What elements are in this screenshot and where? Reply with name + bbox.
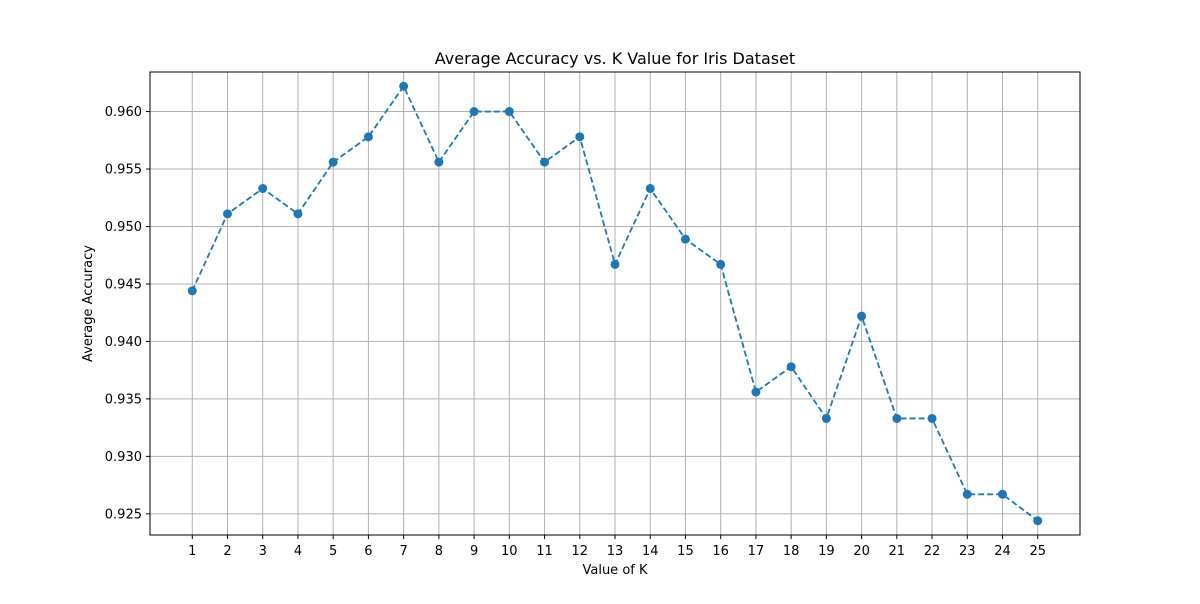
- x-tick-label: 5: [329, 544, 337, 559]
- data-point: [504, 107, 514, 117]
- data-point: [645, 184, 655, 194]
- x-tick-label: 19: [818, 544, 835, 559]
- data-point: [469, 107, 479, 117]
- x-tick-label: 11: [536, 544, 553, 559]
- y-tick-label: 0.950: [105, 220, 142, 235]
- data-point: [223, 209, 232, 219]
- x-tick-label: 18: [783, 544, 800, 559]
- x-tick-label: 17: [748, 544, 765, 559]
- x-tick-label: 25: [1029, 544, 1046, 559]
- data-point: [821, 413, 831, 423]
- y-axis-ticks: 0.925 0.930 0.935 0.940 0.945 0.950 0.955 0.960: [105, 105, 150, 522]
- y-tick-label: 0.960: [105, 105, 142, 120]
- x-tick-label: 21: [889, 544, 906, 559]
- x-tick-label: 6: [364, 544, 372, 559]
- y-tick-label: 0.940: [105, 335, 142, 350]
- x-tick-label: 1: [188, 544, 196, 559]
- plot-area-frame: [149, 71, 1081, 536]
- data-point: [575, 132, 585, 142]
- x-tick-label: 4: [294, 544, 302, 559]
- data-point: [540, 157, 550, 167]
- data-point: [434, 157, 444, 167]
- series-accuracy: [187, 81, 1043, 526]
- x-axis-ticks: 1 2 3 4 5 6 7 8 9 10 11 12 13 14 15 16 17 18 19 20 21 22 23 24 2…: [188, 535, 1046, 559]
- y-tick-label: 0.945: [105, 277, 142, 292]
- x-tick-label: 3: [259, 544, 267, 559]
- y-tick-label: 0.955: [105, 163, 142, 178]
- x-tick-label: 15: [677, 544, 694, 559]
- x-tick-label: 8: [435, 544, 443, 559]
- y-tick-label: 0.930: [105, 450, 142, 465]
- x-tick-label: 20: [853, 544, 870, 559]
- data-point: [399, 81, 409, 91]
- data-point: [363, 132, 373, 142]
- data-point: [187, 286, 197, 296]
- data-point: [962, 489, 972, 499]
- data-point: [786, 362, 796, 372]
- chart-title: Average Accuracy vs. K Value for Iris Da…: [435, 49, 795, 68]
- x-tick-label: 2: [223, 544, 231, 559]
- x-tick-label: 16: [712, 544, 729, 559]
- data-point: [857, 311, 867, 321]
- x-tick-label: 23: [959, 544, 976, 559]
- x-axis-label: Value of K: [582, 563, 647, 578]
- x-tick-label: 24: [994, 544, 1011, 559]
- data-point: [1033, 516, 1043, 526]
- y-axis-label: Average Accuracy: [81, 245, 96, 362]
- grid-lines: [150, 72, 1080, 535]
- data-point: [258, 184, 268, 194]
- y-tick-label: 0.925: [105, 507, 142, 522]
- x-tick-label: 7: [399, 544, 407, 559]
- data-point: [998, 489, 1007, 499]
- x-tick-label: 22: [924, 544, 941, 559]
- x-tick-label: 14: [642, 544, 659, 559]
- x-tick-label: 12: [571, 544, 588, 559]
- data-point: [751, 387, 761, 397]
- data-point: [293, 209, 303, 219]
- x-tick-label: 13: [607, 544, 624, 559]
- x-tick-label: 10: [501, 544, 518, 559]
- data-point: [610, 259, 620, 269]
- data-point: [328, 157, 338, 167]
- x-tick-label: 9: [470, 544, 478, 559]
- data-point: [927, 413, 937, 423]
- y-tick-label: 0.935: [105, 392, 142, 407]
- data-point: [716, 259, 726, 269]
- data-point: [892, 413, 902, 423]
- data-point: [680, 234, 690, 244]
